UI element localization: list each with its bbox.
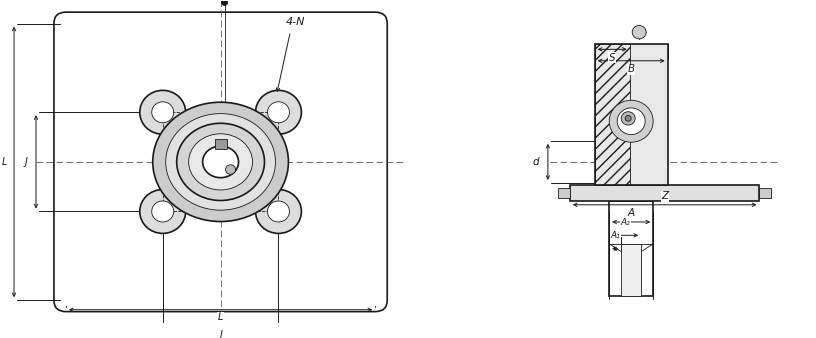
Bar: [595, 44, 667, 185]
Circle shape: [255, 190, 301, 234]
Circle shape: [222, 0, 228, 5]
Circle shape: [255, 90, 301, 134]
Circle shape: [617, 108, 645, 135]
Ellipse shape: [166, 114, 276, 210]
Bar: [558, 188, 570, 198]
Ellipse shape: [177, 123, 264, 200]
Text: J: J: [220, 330, 222, 338]
Text: A₂: A₂: [620, 218, 630, 227]
FancyBboxPatch shape: [54, 12, 388, 312]
Bar: [595, 44, 630, 185]
Text: L: L: [2, 157, 7, 167]
Circle shape: [625, 116, 632, 121]
Circle shape: [152, 102, 174, 123]
Circle shape: [225, 165, 236, 174]
Text: B: B: [628, 64, 635, 74]
Circle shape: [140, 190, 186, 234]
Circle shape: [632, 25, 646, 39]
Text: A₁: A₁: [610, 231, 620, 240]
Circle shape: [268, 102, 290, 123]
Text: 4-N: 4-N: [286, 17, 305, 27]
Bar: [610, 201, 653, 296]
Bar: [760, 188, 771, 198]
Text: J: J: [24, 157, 28, 167]
Bar: [570, 185, 760, 201]
Circle shape: [268, 201, 290, 222]
Ellipse shape: [188, 134, 252, 190]
Text: A: A: [628, 209, 635, 218]
Circle shape: [610, 100, 653, 142]
Ellipse shape: [153, 102, 288, 221]
Text: d: d: [533, 157, 539, 167]
Ellipse shape: [202, 146, 238, 178]
Text: S: S: [609, 53, 615, 63]
Bar: [215, 139, 227, 148]
Circle shape: [152, 201, 174, 222]
Text: Z: Z: [661, 191, 668, 201]
Circle shape: [621, 112, 635, 125]
Text: L: L: [218, 312, 224, 322]
Circle shape: [140, 90, 186, 134]
Bar: [621, 244, 641, 296]
